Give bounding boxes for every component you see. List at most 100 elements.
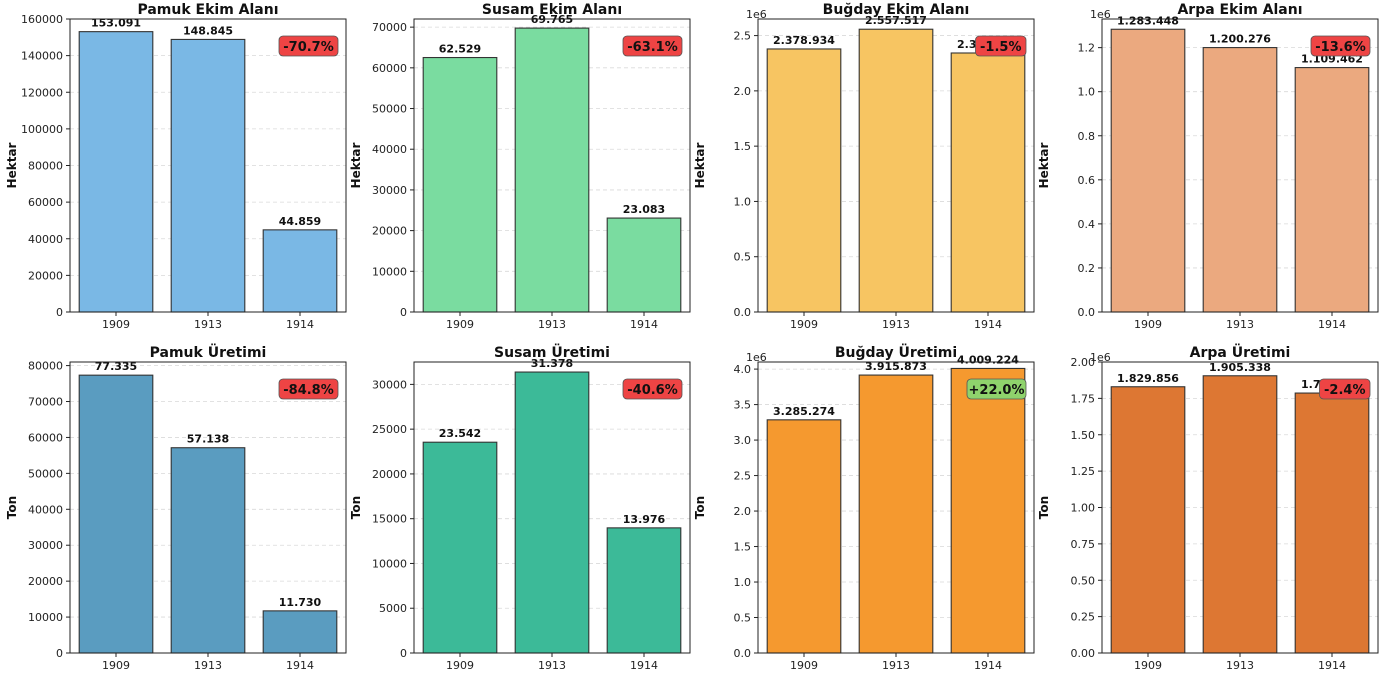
bar-1913 [1202,47,1278,313]
bar-1909 [78,374,154,654]
change-badge-text: -13.6% [1315,40,1366,55]
bar-1914 [950,52,1026,313]
bar-1913 [170,447,246,654]
chart-title: Arpa Üretimi [1190,343,1291,361]
y-tick-label: 10000 [372,265,407,278]
y-tick-label: 1.2 [1078,42,1096,55]
y-tick-label: 1.0 [734,195,752,208]
y-tick-label: 0 [56,647,63,660]
y-axis-label: Hektar [5,142,19,188]
x-tick-label: 1909 [790,659,818,672]
y-offset-label: 1e6 [1090,351,1111,364]
change-badge-text: -40.6% [627,383,678,398]
y-tick-label: 40000 [28,503,63,516]
bar-1913 [514,371,590,654]
y-tick-label: 160000 [21,13,63,26]
subplot-7: 0.0 0.5 1.0 1.5 2.0 2.5 3.0 3.5 4.0 3.285.274 1909… [693,343,1035,672]
bar-1914 [1294,67,1370,313]
y-tick-label: 80000 [28,360,63,373]
y-tick-label: 40000 [28,233,63,246]
bar-1909 [422,56,498,313]
bar-1914 [1294,392,1370,654]
x-tick-label: 1913 [538,659,566,672]
x-tick-label: 1913 [882,318,910,331]
x-tick-label: 1913 [538,318,566,331]
y-tick-label: 5000 [379,602,407,615]
y-tick-label: 30000 [28,539,63,552]
x-tick-label: 1913 [1226,659,1254,672]
x-tick-label: 1914 [1318,318,1346,331]
bar-1914 [262,229,338,313]
chart-title: Buğday Ekim Alanı [823,2,970,18]
y-tick-label: 1.25 [1071,465,1096,478]
value-label: 2.557.517 [865,14,927,27]
y-offset-label: 1e6 [746,351,767,364]
x-tick-label: 1914 [1318,659,1346,672]
y-offset-label: 1e6 [746,8,767,21]
y-tick-label: 20000 [28,575,63,588]
value-label: 1.283.448 [1117,14,1179,27]
x-tick-label: 1913 [194,659,222,672]
y-tick-label: 1.0 [1078,86,1096,99]
y-tick-label: 100000 [21,123,63,136]
bar-1913 [858,374,934,654]
y-tick-label: 10000 [28,611,63,624]
subplot-5: 0 10000 20000 30000 40000 50000 60000 70000 8000… [5,343,347,672]
y-tick-label: 0.50 [1071,574,1096,587]
chart-title: Buğday Üretimi [835,343,957,361]
value-label: 1.905.338 [1209,361,1271,374]
y-tick-label: 50000 [372,103,407,116]
x-tick-label: 1914 [286,318,314,331]
y-tick-label: 60000 [372,62,407,75]
value-label: 148.845 [183,24,233,37]
value-label: 2.378.934 [773,34,835,47]
bar-1909 [1110,386,1186,654]
subplot-4: 0.0 0.2 0.4 0.6 0.8 1.0 1.2 1.283.448 1909 1.200.… [1037,2,1379,331]
y-axis-label: Hektar [1037,142,1051,188]
plot-frame [1101,18,1379,313]
value-label: 1.200.276 [1209,33,1271,46]
y-tick-label: 1.5 [734,140,752,153]
subplot-1: 0 20000 40000 60000 80000 100000 120000 140000 1… [5,2,347,331]
bar-1909 [766,48,842,313]
y-tick-label: 30000 [372,184,407,197]
change-badge-text: -84.8% [283,383,334,398]
y-tick-label: 30000 [372,378,407,391]
y-tick-label: 140000 [21,50,63,63]
x-tick-label: 1909 [790,318,818,331]
y-tick-label: 40000 [372,143,407,156]
y-tick-label: 1.50 [1071,429,1096,442]
change-badge [966,378,1027,400]
subplot-6: 0 5000 10000 15000 20000 25000 30000 23.542 1909… [349,343,691,672]
change-badge-text: -1.5% [980,40,1021,55]
plot-frame [1101,361,1379,654]
y-tick-label: 70000 [28,396,63,409]
plot-frame [413,361,691,654]
y-tick-label: 0.5 [734,251,752,264]
y-tick-label: 0.2 [1078,262,1096,275]
y-tick-label: 0.0 [1078,306,1096,319]
y-tick-label: 2.0 [734,85,752,98]
value-label: 1.829.856 [1117,372,1179,385]
plot-frame [69,361,347,654]
value-label: 62.529 [439,43,481,56]
y-offset-label: 1e6 [1090,8,1111,21]
y-tick-label: 4.0 [734,363,752,376]
bar-1914 [606,217,682,313]
y-tick-label: 0 [400,647,407,660]
change-badge-text: -63.1% [627,40,678,55]
bar-1909 [422,441,498,654]
y-tick-label: 2.00 [1071,356,1096,369]
change-badge [278,378,339,400]
x-tick-label: 1909 [1134,318,1162,331]
y-tick-label: 120000 [21,86,63,99]
value-label: 23.083 [623,203,665,216]
y-axis-label: Hektar [349,142,363,188]
y-axis-label: Hektar [693,142,707,188]
change-badge-text: -2.4% [1324,383,1365,398]
x-tick-label: 1914 [630,659,658,672]
y-axis-label: Ton [1037,496,1051,519]
value-label: 77.335 [95,360,137,373]
value-label: 57.138 [187,433,229,446]
